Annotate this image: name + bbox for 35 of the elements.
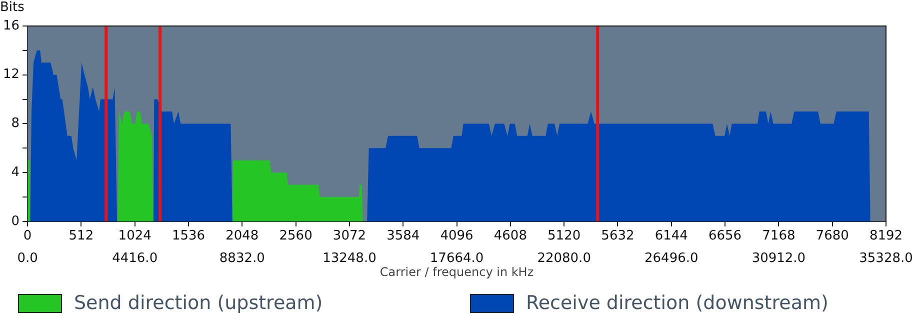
x-tick-label: 4096 bbox=[440, 228, 474, 244]
x-tick-label: 2048 bbox=[226, 228, 259, 244]
x-tick-label: 8192 bbox=[869, 228, 903, 244]
y-tick-label: 16 bbox=[2, 18, 20, 34]
x-tick-label: 1024 bbox=[118, 228, 152, 244]
x2-tick-label: 8832.0 bbox=[219, 251, 265, 266]
x-tick-label: 3072 bbox=[332, 228, 366, 244]
y-axis-title: Bits bbox=[0, 0, 25, 15]
x-tick-label: 6144 bbox=[654, 228, 688, 244]
legend-label: Receive direction (downstream) bbox=[526, 292, 828, 314]
x-axis-title: Carrier / frequency in kHz bbox=[380, 264, 534, 279]
x2-tick-label: 17664.0 bbox=[430, 251, 484, 266]
x2-tick-label: 35328.0 bbox=[859, 251, 913, 266]
x-tick-label: 3584 bbox=[386, 228, 420, 244]
x-tick-label: 7168 bbox=[762, 228, 796, 244]
y-tick-label: 4 bbox=[11, 164, 20, 180]
y-tick-label: 0 bbox=[11, 214, 20, 229]
x-tick-label: 0 bbox=[23, 228, 32, 244]
x2-tick-label: 22080.0 bbox=[537, 251, 591, 266]
x-tick-label: 5120 bbox=[548, 228, 581, 244]
x2-tick-label: 26496.0 bbox=[644, 251, 698, 266]
y-tick-label: 8 bbox=[11, 116, 20, 132]
x2-tick-label: 30912.0 bbox=[752, 251, 806, 266]
x-tick-label: 512 bbox=[68, 228, 94, 244]
x2-tick-label: 4416.0 bbox=[112, 251, 158, 266]
x-tick-label: 6656 bbox=[708, 228, 742, 244]
y-tick-label: 12 bbox=[2, 67, 20, 82]
x-tick-label: 2560 bbox=[279, 228, 312, 244]
x-tick-label: 4608 bbox=[494, 228, 527, 244]
x-tick-label: 7680 bbox=[816, 228, 849, 244]
x-tick-label: 1536 bbox=[172, 228, 206, 244]
legend-label: Send direction (upstream) bbox=[74, 292, 323, 314]
x2-tick-label: 0.0 bbox=[17, 251, 38, 266]
x2-tick-label: 13248.0 bbox=[322, 251, 376, 266]
x-tick-label: 5632 bbox=[601, 228, 634, 244]
